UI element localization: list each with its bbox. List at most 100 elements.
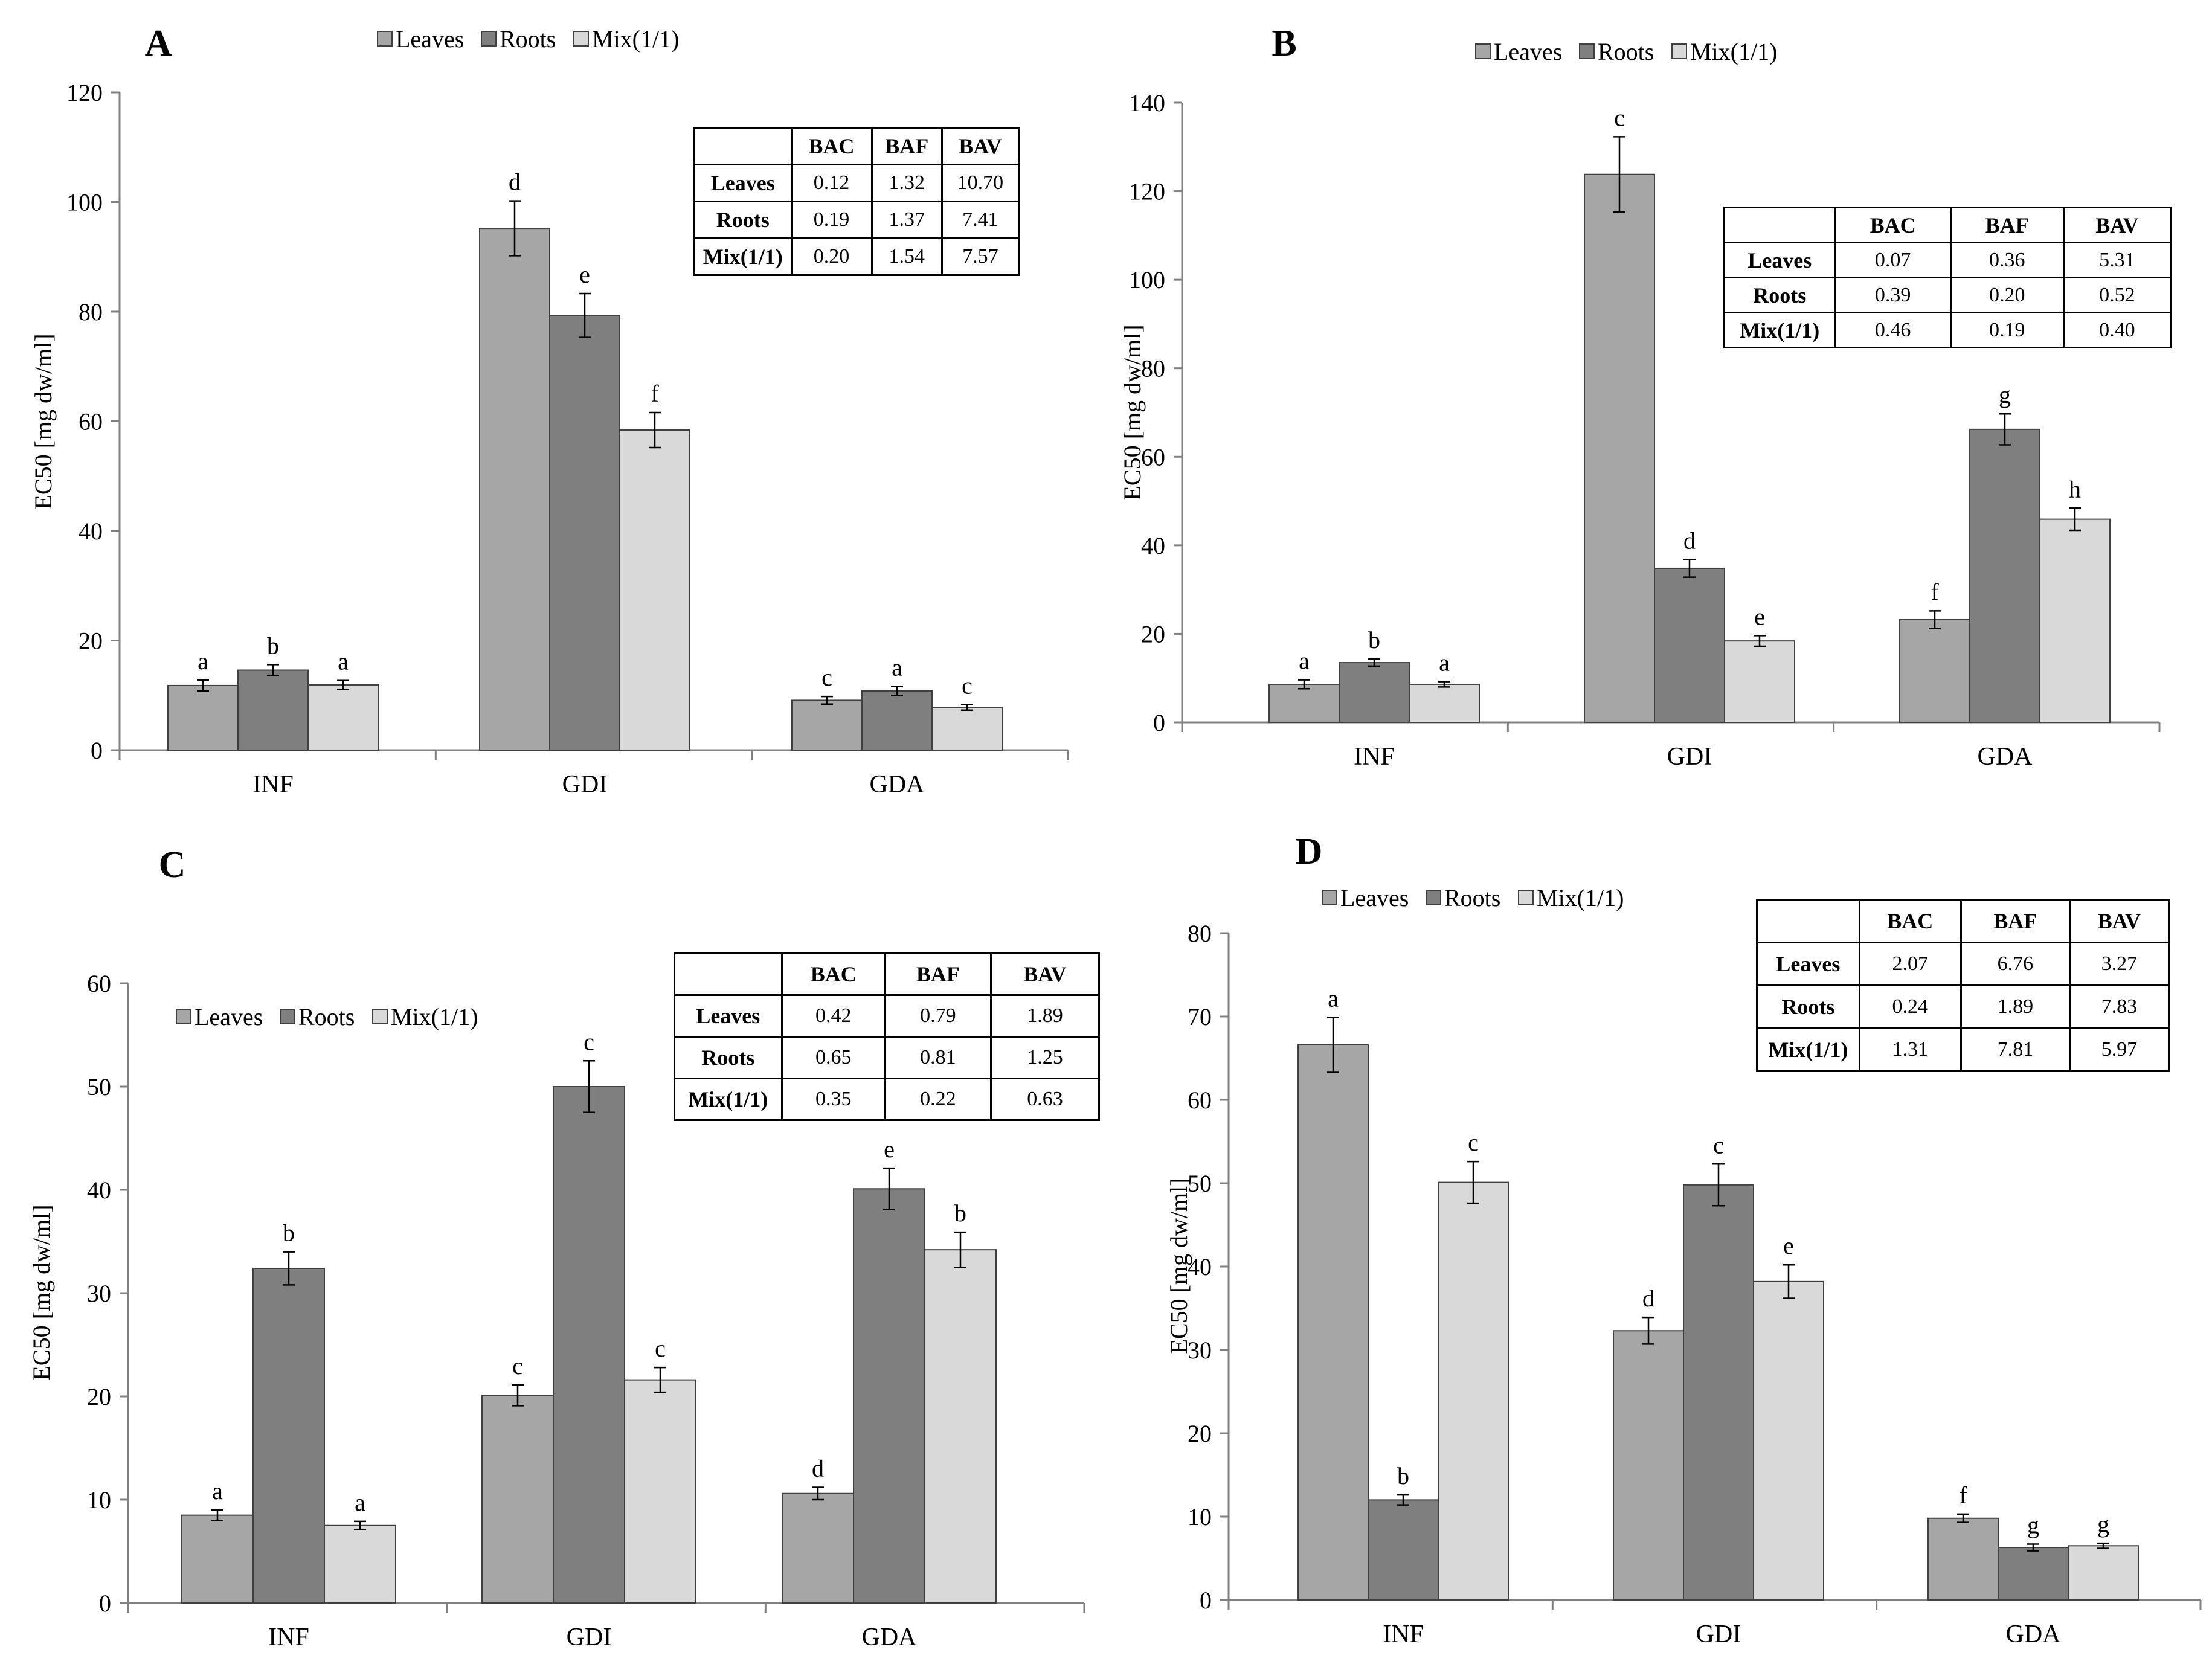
y-tick-label: 100: [66, 189, 103, 216]
legend-swatch: [1322, 890, 1337, 905]
table-corner: [674, 952, 783, 996]
y-tick-label: 120: [66, 79, 103, 106]
table-cell: 5.31: [2062, 242, 2172, 278]
table-cell: 1.89: [1960, 984, 2071, 1029]
bar-roots-inf: [1339, 662, 1410, 724]
legend-swatch: [1475, 43, 1491, 59]
panel-label: C: [159, 844, 186, 885]
significance-letter: a: [198, 647, 208, 675]
table-row: Leaves 0.42 0.79 1.89: [674, 994, 1101, 1038]
y-tick-label: 60: [1141, 443, 1165, 471]
significance-letter: d: [1683, 527, 1696, 554]
significance-letter: c: [584, 1028, 594, 1055]
legend-swatch: [481, 31, 497, 47]
bar-mix11-inf: [324, 1524, 396, 1604]
significance-letter: b: [954, 1200, 966, 1227]
table-cell: 0.81: [884, 1036, 992, 1079]
table-cell: 0.52: [2062, 277, 2172, 313]
significance-letter: a: [355, 1489, 365, 1516]
y-tick-label: 40: [79, 518, 103, 545]
table-row-header: Mix(1/1): [693, 237, 793, 276]
significance-letter: e: [579, 261, 590, 288]
bar-leaves-gda: [782, 1492, 854, 1604]
y-tick-label: 80: [1141, 355, 1165, 382]
significance-letter: a: [338, 648, 349, 675]
bar-leaves-gda: [1927, 1517, 1999, 1601]
significance-letter: b: [267, 632, 279, 659]
table-cell: 0.35: [780, 1078, 886, 1121]
table-row-header: Mix(1/1): [1756, 1027, 1860, 1072]
x-tick-label: GDI: [1696, 1620, 1741, 1648]
bar-roots-inf: [252, 1267, 325, 1604]
y-tick-label: 0: [91, 737, 103, 764]
table-cell: 1.54: [870, 237, 943, 276]
table-cell: 0.07: [1834, 242, 1952, 278]
panel-label: A: [145, 23, 172, 64]
table-row: Mix(1/1) 0.20 1.54 7.57: [693, 237, 1020, 276]
bar-leaves-inf: [181, 1514, 254, 1604]
table-cell: 0.39: [1834, 277, 1952, 313]
table-header-baf: BAF: [1960, 899, 2071, 943]
table-header-bav: BAV: [2062, 207, 2172, 243]
table-row: Roots 0.24 1.89 7.83: [1756, 984, 2170, 1029]
table-cell: 0.19: [1949, 312, 2065, 348]
y-tick-label: 0: [1153, 709, 1165, 736]
table-row: Leaves 0.12 1.32 10.70: [693, 164, 1020, 202]
legend-swatch: [1671, 43, 1687, 59]
x-tick-label: GDA: [1978, 743, 2033, 771]
significance-letter: a: [212, 1477, 223, 1505]
significance-letter: e: [884, 1135, 895, 1163]
bar-mix11-gda: [2068, 1545, 2139, 1601]
significance-letter: c: [962, 672, 973, 699]
y-tick-label: 40: [1188, 1253, 1212, 1280]
bar-roots-inf: [1368, 1499, 1439, 1601]
table-row: Mix(1/1) 0.35 0.22 0.63: [674, 1078, 1101, 1121]
table-cell: 0.20: [790, 237, 873, 276]
bar-leaves-gda: [1899, 618, 1970, 724]
bar-roots-gda: [1998, 1547, 2069, 1601]
table-row: Roots 0.65 0.81 1.25: [674, 1036, 1101, 1079]
significance-letter: a: [1299, 647, 1310, 675]
table-row-header: Leaves: [1756, 942, 1860, 986]
significance-letter: a: [892, 654, 902, 681]
y-tick-label: 120: [1129, 178, 1165, 205]
y-tick-label: 20: [79, 628, 103, 655]
table-row-header: Mix(1/1): [1723, 312, 1836, 348]
table-row: Roots 0.19 1.37 7.41: [693, 201, 1020, 239]
table-header-baf: BAF: [1949, 207, 2065, 243]
y-tick-label: 10: [1188, 1503, 1212, 1530]
bar-roots-gda: [1969, 428, 2040, 723]
bar-roots-gdi: [1654, 567, 1725, 723]
table-corner: [693, 127, 793, 165]
significance-letter: c: [1468, 1129, 1479, 1156]
bar-roots-gda: [861, 690, 933, 751]
significance-letter: g: [2097, 1511, 2109, 1538]
y-tick-label: 20: [1188, 1420, 1212, 1447]
table-cell: 0.36: [1949, 242, 2065, 278]
table-row-header: Leaves: [1723, 242, 1836, 278]
significance-letter: c: [1713, 1131, 1724, 1158]
table-cell: 0.24: [1858, 984, 1962, 1029]
x-tick-label: GDI: [567, 1624, 612, 1651]
significance-letter: g: [1999, 381, 2011, 408]
table-row-header: Roots: [1756, 984, 1860, 1029]
bar-mix11-inf: [1438, 1181, 1509, 1601]
stats-table: BAC BAF BAV Leaves 0.42 0.79 1.89 Roots 0.65 0.81…: [674, 952, 1101, 1121]
legend-label: Mix(1/1): [592, 25, 679, 53]
table-cell: 0.40: [2062, 312, 2172, 348]
table-cell: 0.19: [790, 201, 873, 239]
table-row-header: Mix(1/1): [674, 1078, 783, 1121]
table-cell: 10.70: [940, 164, 1020, 202]
y-tick-label: 60: [87, 970, 111, 997]
significance-letter: a: [1328, 984, 1339, 1012]
legend-swatch: [573, 31, 589, 47]
y-tick-label: 70: [1188, 1003, 1212, 1030]
y-tick-label: 0: [1200, 1587, 1212, 1614]
significance-letter: f: [651, 380, 659, 407]
table-cell: 1.32: [870, 164, 943, 202]
stats-table: BAC BAF BAV Leaves 0.07 0.36 5.31 Roots 0.39 0.20…: [1723, 207, 2172, 348]
y-tick-label: 50: [87, 1073, 111, 1100]
x-tick-label: INF: [1383, 1620, 1424, 1648]
legend-label: Leaves: [195, 1003, 263, 1030]
